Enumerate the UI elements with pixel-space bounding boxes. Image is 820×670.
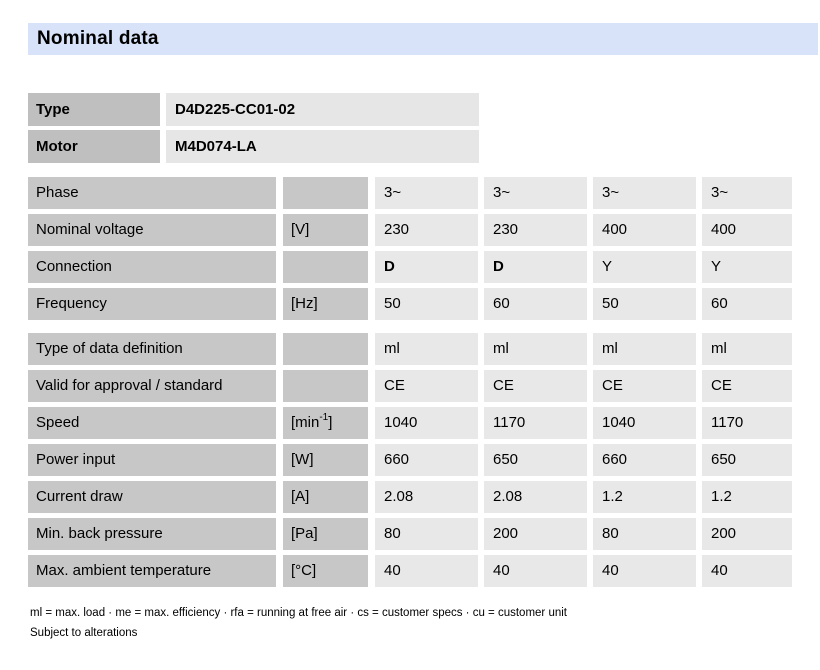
id-row-motor: Motor M4D074-LA [28,130,820,163]
value-cell: ml [702,333,792,365]
unit-superscript: -1 [319,412,329,423]
row-unit: [W] [283,444,368,476]
footnotes: ml = max. load · me = max. efficiency · … [30,603,820,643]
row-label: Nominal voltage [28,214,276,246]
spec-row-approval-standard: Valid for approval / standard CE CE CE C… [28,370,820,402]
unit-text: [min [291,414,320,431]
spec-row-power-input: Power input [W] 660 650 660 650 [28,444,820,476]
row-label: Current draw [28,481,276,513]
value-cell: 3~ [375,177,478,209]
row-value: D4D225-CC01-02 [166,93,479,126]
value-cell: D [484,251,587,283]
value-cell: 650 [484,444,587,476]
row-label: Phase [28,177,276,209]
value-cell: D [375,251,478,283]
id-row-type: Type D4D225-CC01-02 [28,93,820,126]
value-cell: 1040 [593,407,696,439]
value-cell: 50 [593,288,696,320]
value-cell: 1.2 [702,481,792,513]
row-label: Max. ambient temperature [28,555,276,587]
value-cell: 2.08 [375,481,478,513]
id-table: Type D4D225-CC01-02 Motor M4D074-LA [28,93,820,163]
spec-row-nominal-voltage: Nominal voltage [V] 230 230 400 400 [28,214,820,246]
value-cell: 660 [593,444,696,476]
spec-row-current-draw: Current draw [A] 2.08 2.08 1.2 1.2 [28,481,820,513]
row-label: Connection [28,251,276,283]
value-cell: 230 [484,214,587,246]
value-cell: 80 [593,518,696,550]
row-unit: [A] [283,481,368,513]
row-label: Type [28,93,160,126]
value-cell: 400 [593,214,696,246]
value-cell: ml [593,333,696,365]
page-title: Nominal data [37,28,159,49]
value-cell: 40 [702,555,792,587]
value-cell: CE [593,370,696,402]
spec-row-frequency: Frequency [Hz] 50 60 50 60 [28,288,820,320]
electrical-table: Phase 3~ 3~ 3~ 3~ Nominal voltage [V] 23… [28,177,820,320]
value-cell: 1170 [702,407,792,439]
value-cell: 2.08 [484,481,587,513]
row-label: Frequency [28,288,276,320]
spec-row-phase: Phase 3~ 3~ 3~ 3~ [28,177,820,209]
value-cell: 3~ [593,177,696,209]
row-label: Valid for approval / standard [28,370,276,402]
value-cell: Y [593,251,696,283]
value-cell: 1170 [484,407,587,439]
spec-row-min-back-pressure: Min. back pressure [Pa] 80 200 80 200 [28,518,820,550]
row-unit-speed: [min-1] [283,407,368,439]
value-cell: ml [484,333,587,365]
value-cell: 650 [702,444,792,476]
value-cell: 3~ [484,177,587,209]
row-unit: [Hz] [283,288,368,320]
value-cell: 50 [375,288,478,320]
value-cell: CE [484,370,587,402]
value-cell: 230 [375,214,478,246]
value-cell: 660 [375,444,478,476]
value-cell: 40 [375,555,478,587]
title-band: Nominal data [28,23,818,55]
value-cell: 3~ [702,177,792,209]
unit-text: ] [328,414,333,431]
row-label: Motor [28,130,160,163]
row-unit: [°C] [283,555,368,587]
value-cell: 1.2 [593,481,696,513]
row-unit [283,251,368,283]
row-label: Speed [28,407,276,439]
row-unit [283,370,368,402]
row-unit: [V] [283,214,368,246]
spec-row-connection: Connection D D Y Y [28,251,820,283]
row-label: Type of data definition [28,333,276,365]
value-cell: 40 [593,555,696,587]
value-cell: 1040 [375,407,478,439]
value-cell: CE [702,370,792,402]
value-cell: CE [375,370,478,402]
value-cell: 80 [375,518,478,550]
spec-row-data-definition: Type of data definition ml ml ml ml [28,333,820,365]
value-cell: 200 [702,518,792,550]
row-label: Min. back pressure [28,518,276,550]
value-cell: 200 [484,518,587,550]
row-unit [283,177,368,209]
footnote-legend: ml = max. load · me = max. efficiency · … [30,607,567,619]
row-label: Power input [28,444,276,476]
spec-row-max-ambient-temperature: Max. ambient temperature [°C] 40 40 40 4… [28,555,820,587]
value-cell: Y [702,251,792,283]
spec-row-speed: Speed [min-1] 1040 1170 1040 1170 [28,407,820,439]
value-cell: 60 [484,288,587,320]
performance-table: Type of data definition ml ml ml ml Vali… [28,333,820,587]
value-cell: 400 [702,214,792,246]
value-cell: ml [375,333,478,365]
value-cell: 60 [702,288,792,320]
row-value: M4D074-LA [166,130,479,163]
footnote-alterations: Subject to alterations [30,627,138,639]
row-unit: [Pa] [283,518,368,550]
row-unit [283,333,368,365]
value-cell: 40 [484,555,587,587]
